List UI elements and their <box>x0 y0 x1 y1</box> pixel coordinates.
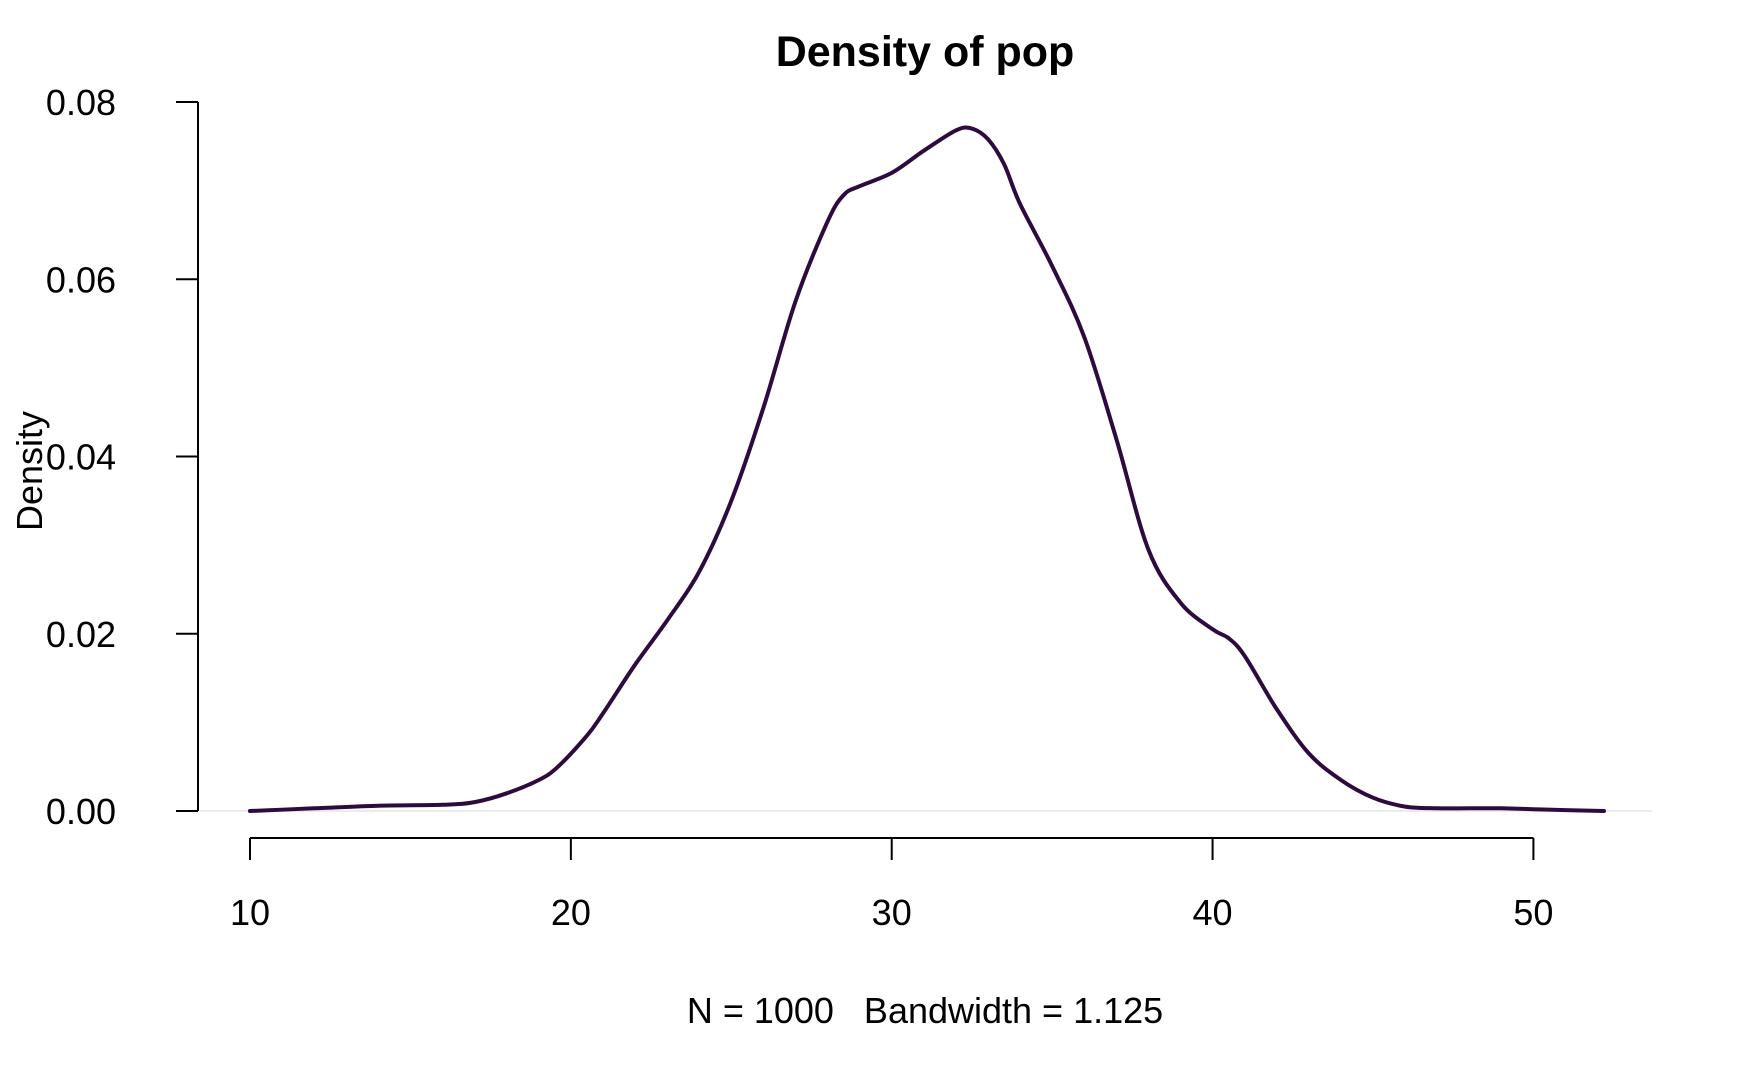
y-tick-label: 0.02 <box>46 614 116 655</box>
series-layer <box>248 125 1606 813</box>
density-curve <box>248 125 1606 813</box>
y-axis-label: Density <box>9 411 50 531</box>
y-tick-label: 0.04 <box>46 437 116 478</box>
y-tick-label: 0.08 <box>46 82 116 123</box>
x-tick-label: 10 <box>230 892 270 933</box>
chart-title: Density of pop <box>776 28 1075 76</box>
x-axis: 10 20 30 40 50 <box>230 837 1553 933</box>
y-axis: 0.00 0.02 0.04 0.06 0.08 <box>46 82 199 832</box>
x-tick-label: 40 <box>1193 892 1233 933</box>
y-tick-label: 0.06 <box>46 259 116 300</box>
x-axis-label: N = 1000 Bandwidth = 1.125 <box>687 990 1163 1031</box>
x-tick-label: 50 <box>1513 892 1553 933</box>
x-tick-label: 20 <box>551 892 591 933</box>
x-tick-label: 30 <box>872 892 912 933</box>
y-tick-label: 0.00 <box>46 791 116 832</box>
